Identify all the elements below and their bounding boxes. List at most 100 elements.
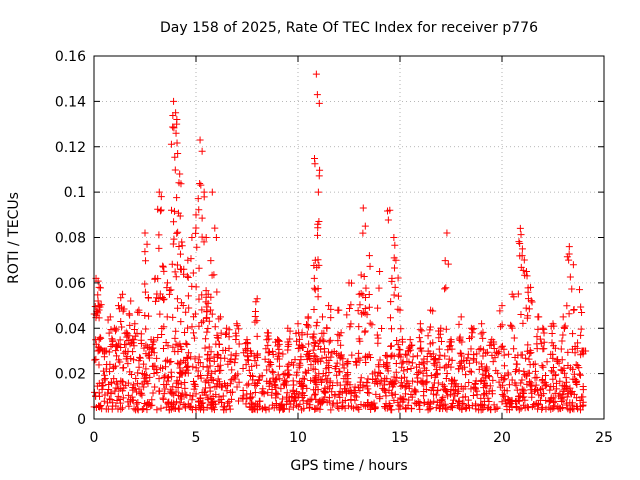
data-point bbox=[296, 377, 304, 385]
data-point bbox=[274, 371, 282, 379]
data-point bbox=[468, 329, 476, 337]
data-point bbox=[129, 339, 137, 347]
data-point bbox=[446, 342, 454, 350]
data-point bbox=[350, 387, 358, 395]
data-point bbox=[202, 335, 210, 343]
data-point bbox=[532, 381, 540, 389]
data-point bbox=[293, 337, 301, 345]
data-point bbox=[512, 360, 520, 368]
data-point bbox=[461, 363, 469, 371]
data-point bbox=[313, 263, 321, 271]
data-point bbox=[140, 374, 148, 382]
data-point bbox=[421, 364, 429, 372]
data-point bbox=[142, 257, 150, 265]
data-point bbox=[354, 307, 362, 315]
data-point bbox=[488, 351, 496, 359]
data-point bbox=[381, 404, 389, 412]
data-point bbox=[289, 377, 297, 385]
data-point bbox=[441, 257, 449, 265]
data-point bbox=[316, 397, 324, 405]
data-point bbox=[484, 404, 492, 412]
data-point bbox=[554, 403, 562, 411]
data-point bbox=[559, 396, 567, 404]
data-point bbox=[466, 359, 474, 367]
data-point bbox=[518, 376, 526, 384]
data-point bbox=[422, 379, 430, 387]
data-point bbox=[170, 207, 178, 215]
data-point bbox=[116, 336, 124, 344]
data-point bbox=[104, 316, 112, 324]
data-point bbox=[258, 405, 266, 413]
data-point bbox=[320, 396, 328, 404]
data-point bbox=[217, 396, 225, 404]
data-point bbox=[194, 195, 202, 203]
data-point bbox=[210, 271, 218, 279]
data-point bbox=[359, 229, 367, 237]
data-point bbox=[448, 402, 456, 410]
data-point bbox=[573, 402, 581, 410]
data-point bbox=[151, 383, 159, 391]
data-point bbox=[124, 391, 132, 399]
data-point bbox=[188, 282, 196, 290]
data-point bbox=[424, 332, 432, 340]
data-point bbox=[253, 295, 261, 303]
data-point bbox=[142, 325, 150, 333]
data-point bbox=[497, 323, 505, 331]
data-point bbox=[253, 317, 261, 325]
data-point bbox=[403, 377, 411, 385]
data-point bbox=[498, 398, 506, 406]
data-point bbox=[204, 396, 212, 404]
data-point bbox=[207, 257, 215, 265]
data-point bbox=[512, 403, 520, 410]
y-tick-labels: 0 0.02 0.04 0.06 0.08 0.1 0.12 0.14 0.16 bbox=[55, 49, 86, 428]
data-point bbox=[182, 308, 190, 316]
data-point bbox=[310, 274, 318, 282]
data-point bbox=[441, 352, 449, 360]
data-point bbox=[221, 346, 229, 354]
data-point bbox=[478, 376, 486, 384]
data-point bbox=[339, 402, 347, 410]
data-point bbox=[286, 397, 294, 405]
data-point bbox=[156, 310, 164, 318]
data-point bbox=[112, 327, 120, 335]
data-point bbox=[130, 356, 138, 364]
data-point bbox=[457, 358, 465, 366]
data-point bbox=[485, 387, 493, 395]
data-point bbox=[366, 319, 374, 327]
data-point bbox=[203, 314, 211, 322]
data-point bbox=[150, 370, 158, 378]
data-point bbox=[338, 403, 346, 411]
data-point bbox=[442, 374, 450, 382]
data-point bbox=[533, 373, 541, 381]
data-point bbox=[214, 334, 222, 342]
data-point bbox=[106, 368, 114, 376]
data-point bbox=[132, 400, 140, 408]
data-point bbox=[510, 334, 518, 342]
data-point bbox=[374, 304, 382, 312]
data-point bbox=[461, 393, 469, 401]
data-point bbox=[490, 345, 498, 353]
data-point bbox=[518, 385, 526, 393]
data-point bbox=[461, 383, 469, 391]
data-point bbox=[388, 342, 396, 350]
data-point bbox=[414, 374, 422, 382]
data-point bbox=[282, 377, 290, 385]
data-point bbox=[452, 386, 460, 394]
data-point bbox=[413, 352, 421, 360]
data-point bbox=[517, 263, 525, 271]
data-point bbox=[470, 325, 478, 333]
data-point bbox=[477, 377, 485, 385]
data-point bbox=[120, 305, 128, 313]
data-point bbox=[239, 387, 247, 395]
data-point bbox=[118, 378, 126, 386]
data-point bbox=[286, 335, 294, 343]
data-point bbox=[455, 402, 463, 410]
data-point bbox=[300, 375, 308, 383]
data-point bbox=[460, 400, 468, 408]
data-point bbox=[162, 338, 170, 346]
data-point bbox=[239, 394, 247, 402]
data-point bbox=[153, 406, 161, 414]
data-point bbox=[119, 290, 127, 298]
data-point bbox=[384, 364, 392, 372]
data-point bbox=[116, 395, 124, 403]
